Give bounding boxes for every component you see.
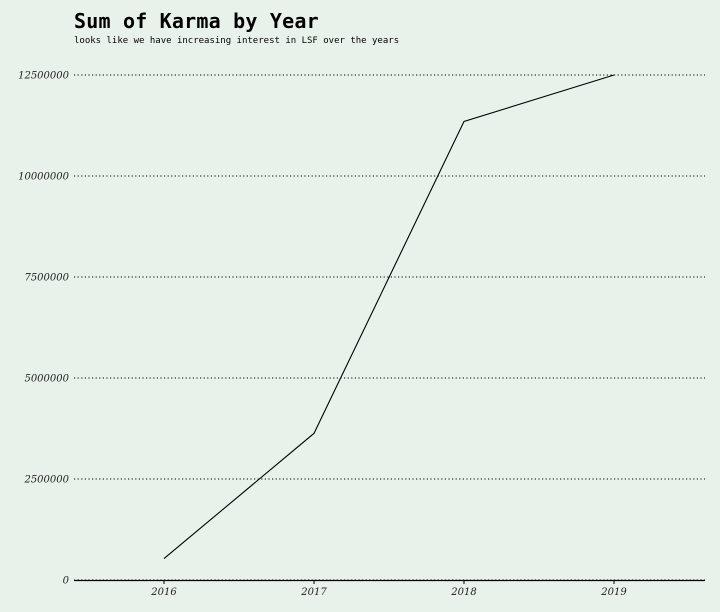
x-tick-label: 2019 <box>600 587 627 598</box>
x-tick-label: 2017 <box>300 587 327 598</box>
chart-subtitle: looks like we have increasing interest i… <box>74 36 400 46</box>
series-line <box>163 74 615 560</box>
y-tick-label: 12500000 <box>18 71 70 82</box>
y-tick-label: 5000000 <box>24 374 69 385</box>
y-tick-label: 2500000 <box>23 475 69 486</box>
y-tick-label: 7500000 <box>24 273 69 284</box>
x-tick-label: 2018 <box>450 587 476 598</box>
chart-title: Sum of Karma by Year <box>74 9 319 33</box>
x-tick-label: 2016 <box>150 587 177 598</box>
y-tick-label: 0 <box>63 576 70 587</box>
y-tick-label: 10000000 <box>18 172 70 183</box>
